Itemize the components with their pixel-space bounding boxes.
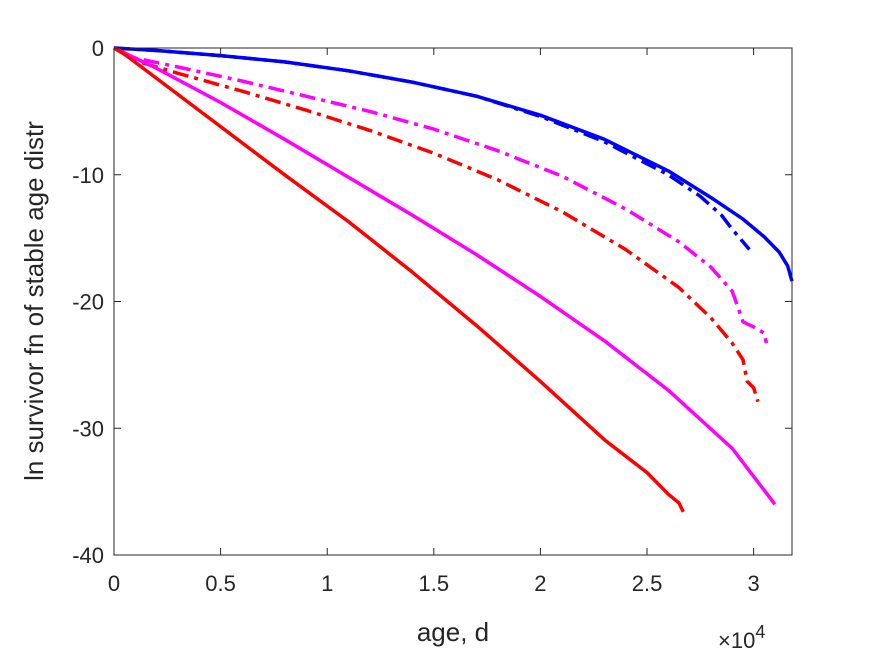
y-tick-label: -10	[72, 163, 104, 188]
x-axis: 0 0.5 1 1.5 2 2.5 3	[108, 48, 760, 596]
x-tick-label: 1	[321, 571, 333, 596]
y-tick-label: 0	[92, 36, 104, 61]
y-tick-label: -40	[72, 543, 104, 568]
x-tick-label: 2.5	[632, 571, 663, 596]
x-tick-label: 0	[108, 571, 120, 596]
x-tick-label: 0.5	[205, 571, 236, 596]
y-tick-label: -30	[72, 416, 104, 441]
x-tick-label: 1.5	[419, 571, 450, 596]
series-line-2	[113, 46, 751, 251]
y-axis: 0 -10 -20 -30 -40	[72, 36, 792, 568]
series-line-5	[113, 46, 777, 506]
x-exponent-power: 4	[755, 622, 765, 642]
y-tick-label: -20	[72, 290, 104, 315]
x-tick-label: 2	[534, 571, 546, 596]
x-exponent-label: ×104	[718, 622, 765, 653]
x-tick-label: 3	[747, 571, 759, 596]
series-line-3	[113, 46, 769, 344]
x-exponent-base: ×10	[718, 628, 755, 653]
y-axis-label: ln survivor fn of stable age distr	[19, 121, 49, 481]
series-layer	[113, 46, 794, 513]
series-line-6	[113, 46, 685, 513]
x-axis-label: age, d	[417, 617, 489, 647]
